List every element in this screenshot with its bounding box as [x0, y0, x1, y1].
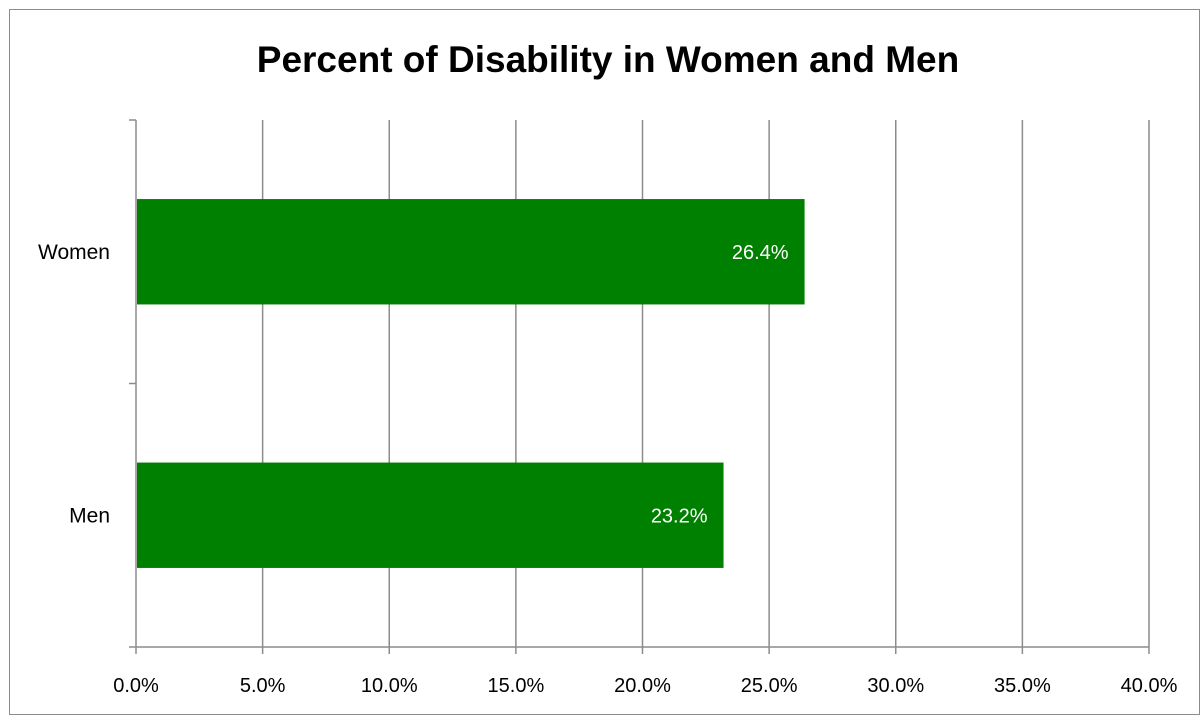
- bar: [137, 462, 724, 568]
- bars: [137, 199, 805, 568]
- x-tick-label: 0.0%: [113, 675, 159, 697]
- x-tick-label: 10.0%: [361, 675, 418, 697]
- x-tick-label: 40.0%: [1121, 675, 1178, 697]
- bar: [137, 199, 805, 305]
- axes: [129, 119, 1150, 654]
- data-label: 23.2%: [651, 505, 708, 527]
- labels: 0.0% 5.0% 10.0% 15.0% 20.0% 25.0% 30.0% 35.0% 40…: [38, 241, 1178, 697]
- category-label: Women: [38, 241, 110, 264]
- category-label: Men: [69, 504, 110, 527]
- data-label: 26.4%: [732, 242, 789, 264]
- chart-title: Percent of Disability in Women and Men: [257, 39, 959, 80]
- chart-frame: [9, 9, 1200, 715]
- x-tick-label: 35.0%: [994, 675, 1051, 697]
- x-tick-label: 5.0%: [240, 675, 286, 697]
- x-tick-label: 20.0%: [614, 675, 671, 697]
- x-tick-label: 30.0%: [867, 675, 924, 697]
- x-tick-label: 15.0%: [488, 675, 545, 697]
- x-tick-label: 25.0%: [741, 675, 798, 697]
